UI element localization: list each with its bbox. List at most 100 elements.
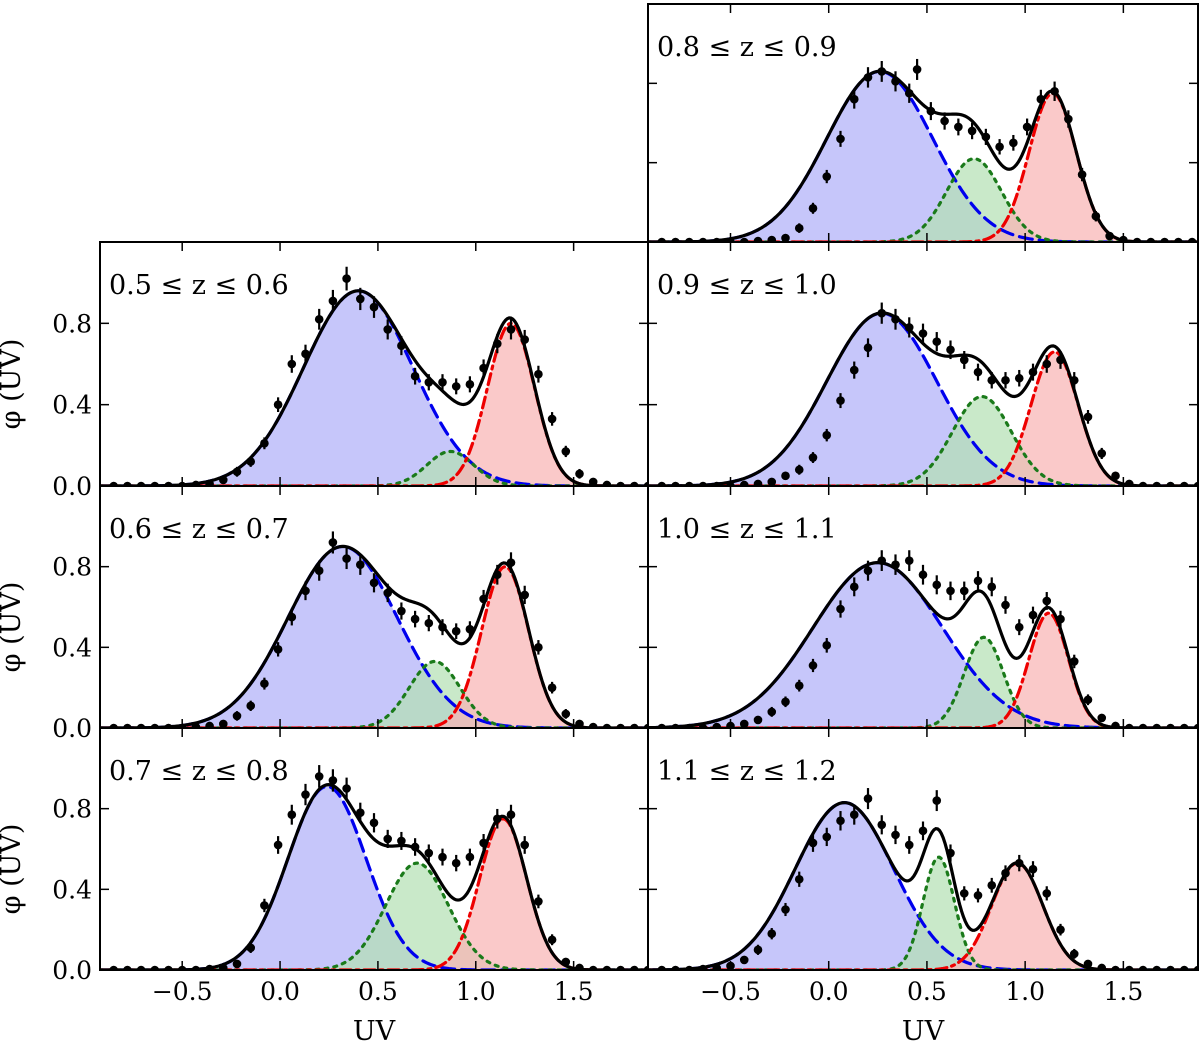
data-point bbox=[753, 715, 763, 725]
data-point bbox=[301, 586, 310, 596]
data-point bbox=[123, 965, 132, 970]
y-tick-label: 0.4 bbox=[52, 391, 92, 420]
data-point bbox=[438, 852, 447, 862]
data-point bbox=[1166, 965, 1175, 970]
data-point bbox=[356, 294, 365, 304]
data-point bbox=[808, 203, 818, 213]
data-point bbox=[191, 722, 201, 728]
data-point bbox=[219, 719, 228, 728]
data-point bbox=[822, 430, 832, 440]
data-point bbox=[534, 643, 543, 652]
total-fit-curve bbox=[648, 561, 1198, 728]
data-point bbox=[739, 955, 749, 965]
data-point bbox=[575, 963, 584, 970]
data-point bbox=[981, 132, 991, 142]
data-point bbox=[520, 840, 529, 850]
data-point bbox=[1001, 375, 1010, 385]
data-point bbox=[1014, 622, 1024, 632]
data-point bbox=[465, 852, 475, 862]
data-point bbox=[712, 481, 722, 486]
data-point bbox=[794, 874, 804, 884]
data-point bbox=[1160, 237, 1169, 242]
data-point bbox=[164, 965, 173, 970]
data-point bbox=[904, 556, 914, 565]
data-point bbox=[397, 341, 406, 351]
data-point bbox=[940, 116, 949, 126]
data-point bbox=[219, 475, 228, 485]
data-point bbox=[781, 905, 790, 914]
data-point bbox=[547, 683, 557, 692]
data-point bbox=[967, 126, 977, 136]
green-component-fill bbox=[100, 863, 648, 970]
blue-component-fill bbox=[100, 290, 648, 486]
data-point bbox=[959, 889, 969, 898]
data-point bbox=[739, 719, 749, 728]
data-point bbox=[465, 624, 475, 634]
data-point bbox=[246, 701, 255, 711]
data-point bbox=[808, 453, 818, 462]
data-point bbox=[698, 964, 708, 970]
data-point bbox=[164, 481, 173, 486]
panel: 0.5 ≤ z ≤ 0.6 bbox=[99, 241, 649, 487]
data-point bbox=[671, 237, 680, 242]
blue-component-fill bbox=[648, 802, 1198, 970]
data-point bbox=[630, 481, 639, 486]
blue-component-line bbox=[648, 801, 1198, 970]
data-point bbox=[575, 469, 584, 479]
panel-redshift-label: 0.7 ≤ z ≤ 0.8 bbox=[109, 756, 289, 787]
data-point bbox=[1097, 963, 1107, 970]
data-point bbox=[424, 618, 434, 628]
data-point bbox=[205, 964, 214, 970]
data-point bbox=[479, 363, 488, 373]
data-point bbox=[1014, 858, 1024, 868]
data-point bbox=[671, 723, 680, 728]
data-point bbox=[877, 67, 887, 76]
data-point bbox=[273, 400, 283, 409]
data-point bbox=[1083, 412, 1093, 422]
data-point bbox=[959, 586, 969, 596]
data-point bbox=[1179, 723, 1189, 728]
data-point bbox=[630, 723, 639, 728]
data-point bbox=[150, 965, 160, 970]
data-point bbox=[698, 723, 708, 728]
data-point bbox=[260, 439, 269, 448]
data-point bbox=[1042, 889, 1052, 898]
panel-redshift-label: 0.9 ≤ z ≤ 1.0 bbox=[657, 270, 837, 301]
data-point bbox=[863, 343, 873, 353]
y-axis-label: φ (UV) bbox=[0, 824, 27, 915]
data-point bbox=[912, 65, 922, 74]
data-point bbox=[205, 721, 214, 728]
data-point bbox=[1187, 237, 1197, 242]
data-point bbox=[739, 237, 749, 242]
data-point bbox=[1193, 723, 1198, 728]
data-point bbox=[836, 604, 845, 614]
data-point bbox=[602, 965, 612, 970]
data-point bbox=[301, 790, 310, 799]
data-point bbox=[643, 965, 648, 970]
data-point bbox=[301, 349, 310, 359]
data-point bbox=[547, 414, 557, 424]
data-point bbox=[232, 711, 242, 721]
total-fit-curve bbox=[648, 311, 1198, 486]
data-point bbox=[684, 237, 694, 242]
data-point bbox=[136, 481, 146, 486]
data-point bbox=[534, 369, 543, 379]
data-point bbox=[1028, 367, 1038, 377]
data-point bbox=[863, 566, 873, 575]
data-point bbox=[657, 481, 667, 486]
data-point bbox=[657, 965, 667, 970]
data-point bbox=[205, 479, 214, 486]
data-point bbox=[246, 943, 255, 953]
plot-area bbox=[648, 302, 1198, 486]
data-point bbox=[918, 570, 928, 580]
data-point bbox=[822, 641, 832, 650]
green-component-line bbox=[100, 659, 648, 728]
data-point bbox=[150, 723, 160, 728]
panel-redshift-label: 1.1 ≤ z ≤ 1.2 bbox=[657, 756, 837, 787]
data-point bbox=[849, 365, 859, 375]
x-axis-label: UV bbox=[353, 1016, 396, 1047]
data-point bbox=[342, 554, 351, 563]
data-point bbox=[1009, 138, 1018, 148]
data-point bbox=[849, 94, 859, 104]
data-point bbox=[946, 345, 955, 355]
